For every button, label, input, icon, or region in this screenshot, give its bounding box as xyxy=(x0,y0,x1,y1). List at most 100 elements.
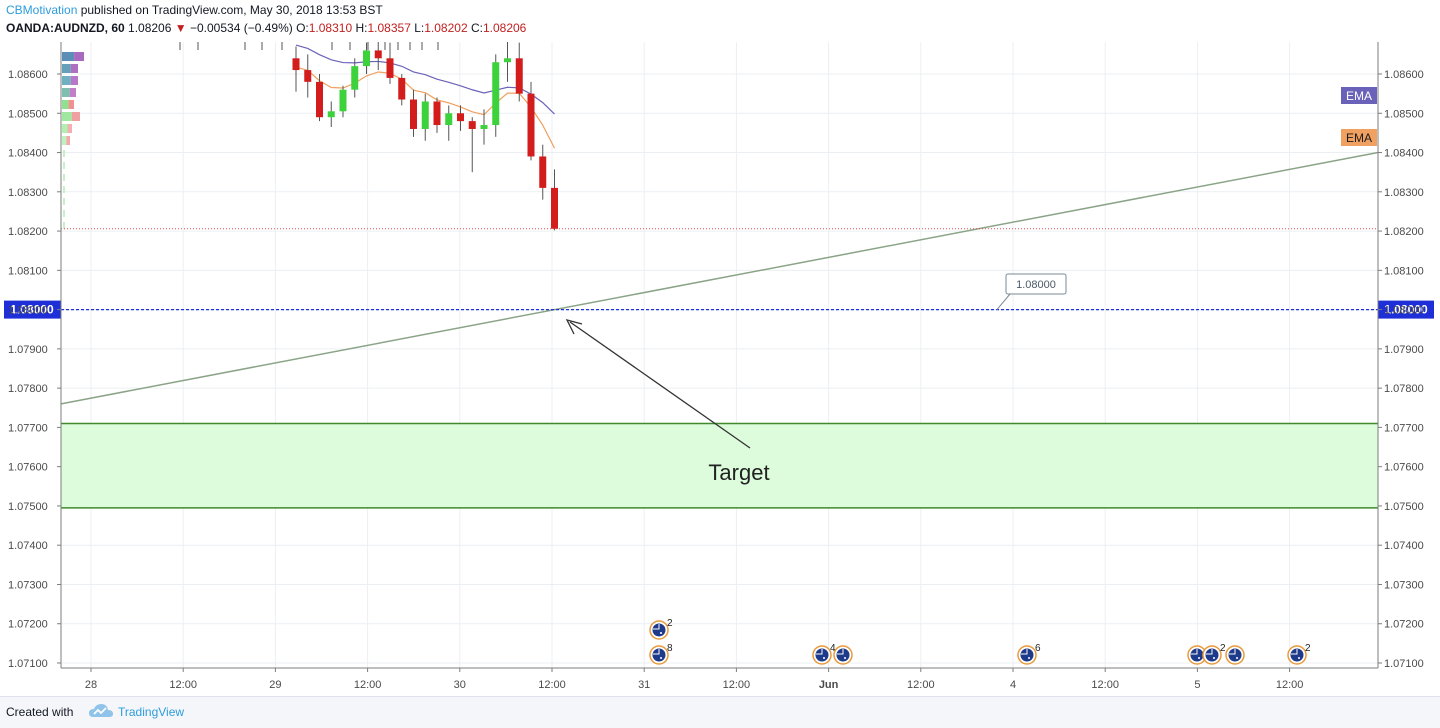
y-tick-label-left: 1.08200 xyxy=(8,226,48,238)
event-count: 2 xyxy=(1305,643,1311,654)
event-flag-star xyxy=(844,657,846,659)
change-arrow-icon: ▼ xyxy=(174,21,187,35)
event-flag-icon[interactable]: 2 xyxy=(1202,643,1226,665)
x-tick-label: 5 xyxy=(1194,679,1200,691)
trendline[interactable] xyxy=(60,151,1379,405)
y-tick-label-left: 1.07900 xyxy=(8,344,48,356)
level-axis-badge-left xyxy=(4,300,61,319)
ema-fast-line xyxy=(295,66,556,149)
close-label: C: xyxy=(470,21,483,35)
x-tick-label: Jun xyxy=(819,679,839,691)
time-axis[interactable]: 28 12:00 29 12:00 30 12:00 31 12:00 Jun 12:00 4 12:… xyxy=(85,668,1303,691)
profile-bar-down xyxy=(68,100,74,109)
event-flag-disc xyxy=(1205,648,1219,662)
plot-area[interactable] xyxy=(61,42,1378,668)
y-tick-label-left: 1.08300 xyxy=(8,187,48,199)
author-link[interactable]: CBMotivation xyxy=(6,3,78,17)
profile-bar-down xyxy=(70,76,78,85)
profile-bar-up xyxy=(62,76,71,85)
event-flag-cross xyxy=(837,649,844,655)
y-tick-label-right: 1.07100 xyxy=(1384,658,1424,670)
event-flag-disc xyxy=(1190,648,1204,662)
target-zone[interactable] xyxy=(61,422,1378,509)
candle-body xyxy=(410,99,417,129)
candle-body xyxy=(468,121,476,129)
candle-body xyxy=(480,125,488,129)
profile-bar-thin xyxy=(63,222,65,229)
volume-profile xyxy=(62,52,84,229)
y-tick-label-right: 1.08500 xyxy=(1384,108,1424,120)
ema-slow-line xyxy=(295,44,555,115)
y-tick-label-left: 1.07800 xyxy=(8,383,48,395)
profile-bar-up xyxy=(62,88,70,97)
event-flag-disc xyxy=(1020,648,1034,662)
y-tick-label-left: 1.07300 xyxy=(8,579,48,591)
y-tick-label-left: 1.08400 xyxy=(8,148,48,160)
y-tick-label-right: 1.07300 xyxy=(1384,579,1424,591)
y-tick-label-left: 1.07700 xyxy=(8,422,48,434)
event-flag-cross xyxy=(816,649,823,655)
profile-bar-up xyxy=(62,64,71,73)
y-tick-label-right: 1.08300 xyxy=(1384,187,1424,199)
event-flag-icon[interactable]: 6 xyxy=(1017,643,1041,665)
event-flag-cross xyxy=(1229,649,1236,655)
level-callout-box[interactable] xyxy=(1005,273,1067,295)
profile-bar-thin xyxy=(63,162,65,169)
event-flag-icon[interactable]: 2 xyxy=(649,618,673,640)
y-tick-label-right: 1.08600 xyxy=(1384,69,1424,81)
event-flag-cross xyxy=(653,649,660,655)
ohlc-legend: OANDA:AUDNZD, 60 1.08206 ▼ −0.00534 (−0.… xyxy=(6,21,526,36)
event-flag-disc xyxy=(1228,648,1242,662)
candle-body xyxy=(492,62,500,126)
event-flag-icon[interactable] xyxy=(1225,645,1245,665)
tradingview-cloud-icon[interactable] xyxy=(88,702,114,720)
candle-body xyxy=(445,113,453,126)
economic-events[interactable]: 2 8 4 6 2 2 xyxy=(649,618,1311,665)
y-tick-label-right: 1.07800 xyxy=(1384,383,1424,395)
low-value: 1.08202 xyxy=(424,21,468,35)
profile-bar-up xyxy=(62,124,68,133)
event-flag-icon[interactable]: 8 xyxy=(649,643,673,665)
profile-bar-thin xyxy=(63,198,65,205)
event-flag-cross xyxy=(1191,649,1198,655)
target-zone-fill[interactable] xyxy=(61,423,1378,508)
event-count: 8 xyxy=(667,643,673,654)
profile-bar-up xyxy=(62,52,75,61)
profile-bar-thin xyxy=(63,174,65,181)
candle-body xyxy=(398,77,406,100)
target-label[interactable]: Target xyxy=(708,460,769,485)
profile-bar-down xyxy=(67,124,72,133)
event-flag-icon[interactable]: 2 xyxy=(1287,643,1311,665)
event-flag-disc xyxy=(836,648,850,662)
level-callout-label: 1.08000 xyxy=(1016,279,1056,291)
ema-fast-badge xyxy=(1341,129,1377,146)
target-arrow-line xyxy=(569,321,751,449)
y-tick-label-left: 1.07600 xyxy=(8,462,48,474)
footer: Created with TradingView xyxy=(0,696,1440,728)
tradingview-link[interactable]: TradingView xyxy=(118,705,185,719)
price-axis[interactable]: 1.08600 1.08600 1.08500 1.08500 1.08400 1.084… xyxy=(8,69,1424,670)
y-tick-label-right: 1.07700 xyxy=(1384,422,1424,434)
candle-body xyxy=(304,70,312,82)
y-tick-label-right: 1.07400 xyxy=(1384,540,1424,552)
level-axis-label-left: 1.08000 xyxy=(10,303,54,317)
candle-body xyxy=(386,58,394,78)
profile-bar-thin xyxy=(63,210,65,217)
y-tick-label-right: 1.07900 xyxy=(1384,344,1424,356)
event-flag-icon[interactable] xyxy=(833,645,853,665)
profile-bar-up xyxy=(62,112,72,121)
profile-bar-down xyxy=(66,136,70,145)
high-label: H: xyxy=(355,21,368,35)
event-flag-star xyxy=(660,632,662,634)
candle-body xyxy=(374,50,382,59)
event-flag-star xyxy=(1198,657,1200,659)
y-tick-label-left: 1.08000 xyxy=(8,305,48,317)
last-price: 1.08206 xyxy=(128,21,172,35)
created-with-text: Created with xyxy=(6,705,74,719)
level-axis-label-right: 1.08000 xyxy=(1384,303,1428,317)
event-flag-icon[interactable] xyxy=(1187,645,1207,665)
trendline-line[interactable] xyxy=(60,151,1379,405)
event-flag-icon[interactable]: 4 xyxy=(812,643,836,665)
annotations[interactable]: Target xyxy=(565,319,770,485)
